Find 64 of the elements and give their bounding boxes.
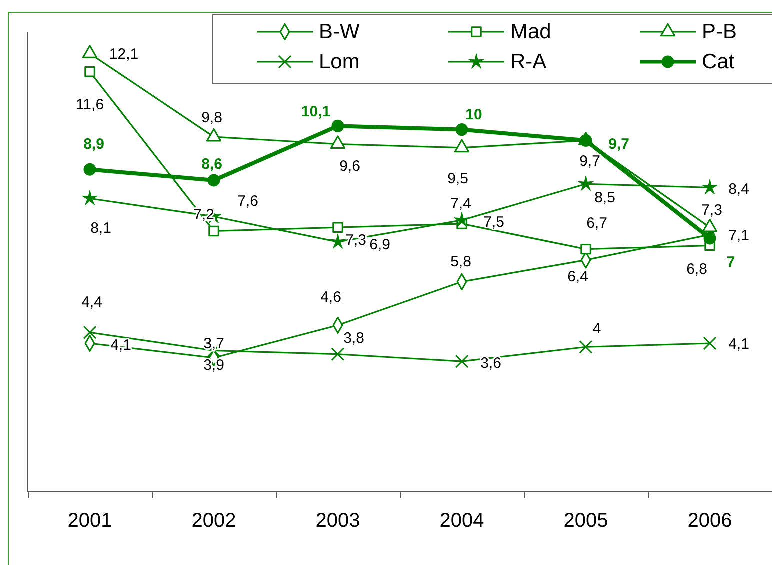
legend-label: P-B [702,20,738,44]
data-label: 6,8 [686,261,708,278]
data-label: 12,1 [109,46,139,64]
legend-label: Cat [702,50,735,74]
legend-label: R-A [510,50,547,74]
data-label: 4,1 [728,336,750,353]
x-tick-label: 2002 [192,510,236,532]
point [332,120,344,132]
x-tick-label: 2001 [68,510,112,532]
point [702,179,718,195]
point [332,222,344,233]
point [208,226,220,237]
x-tick-label: 2006 [688,510,732,532]
data-label: 8,6 [202,156,222,174]
point [330,234,346,249]
data-label: 9,8 [202,110,222,127]
point [84,163,96,176]
point [83,326,97,340]
point [579,340,593,354]
data-label: 5,8 [450,253,472,270]
data-label: 4,6 [320,288,342,306]
data-label: 7,4 [450,195,472,212]
data-label: 10,1 [301,104,331,121]
data-label: 8,5 [594,190,616,207]
point [84,66,96,78]
data-label: 6,7 [586,214,608,232]
data-label: 3,9 [204,357,224,374]
data-label: 7 [726,254,736,271]
x-tick-label: 2005 [564,510,608,532]
x-tick-label: 2004 [440,510,484,532]
data-label: 9,6 [340,158,360,175]
data-label: 10 [466,106,482,124]
data-label: 7,5 [484,214,504,231]
legend-label: B-W [319,20,360,44]
point [704,232,716,245]
point [82,190,98,206]
data-label: 4 [592,320,602,338]
data-label: 9,7 [608,136,630,154]
data-label: 8,1 [90,220,112,238]
legend-label: Lom [319,50,360,74]
point [455,354,469,368]
point [454,212,470,228]
point [703,336,717,350]
point [578,176,594,191]
data-label: 7,1 [728,227,750,244]
data-label: 3,7 [204,335,224,352]
point [331,348,345,362]
data-label: 7,3 [702,202,722,220]
x-tick-label: 2003 [316,510,360,532]
data-label: 8,9 [84,136,104,154]
point [208,174,220,187]
data-label: 9,7 [580,153,600,170]
legend-label: Mad [510,20,552,44]
data-label: 6,9 [370,236,390,254]
data-label: 11,6 [76,96,104,114]
data-label: 3,8 [344,330,364,347]
data-label: 6,4 [568,268,588,286]
data-label: 8,4 [728,181,750,198]
data-label: 4,4 [82,294,102,312]
point [456,124,468,136]
point [580,244,592,255]
data-label: 9,5 [448,170,468,188]
data-label: 3,6 [480,355,502,372]
data-label: 7,6 [238,193,258,210]
